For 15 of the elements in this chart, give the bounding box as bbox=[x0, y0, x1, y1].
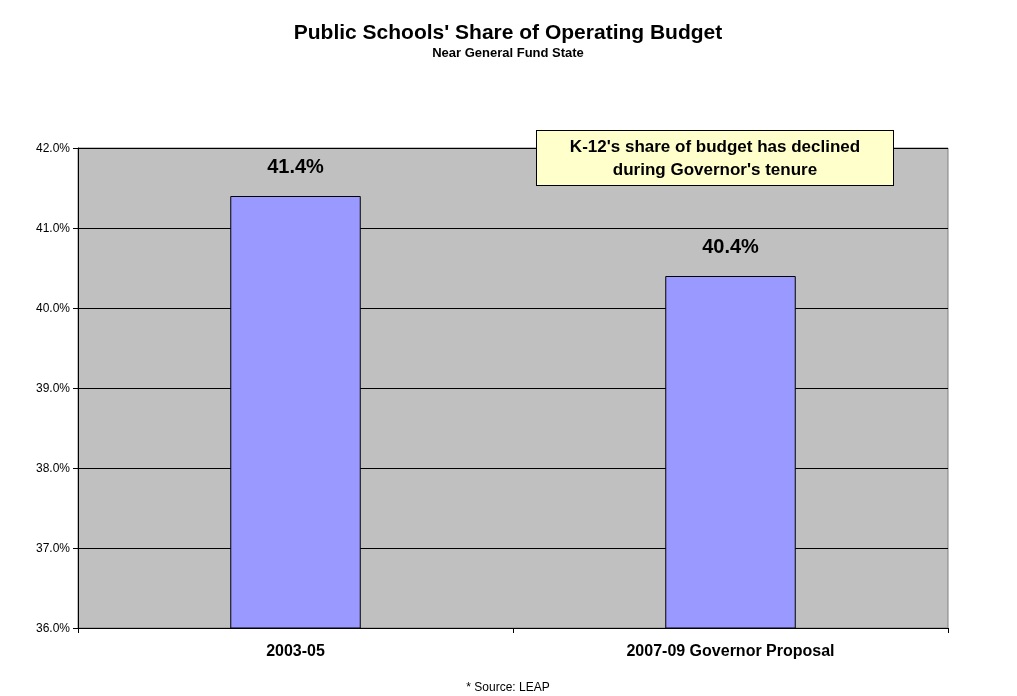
x-tick-label: 2007-09 Governor Proposal bbox=[626, 641, 835, 659]
chart-subtitle: Near General Fund State bbox=[432, 45, 584, 60]
y-tick-label: 42.0% bbox=[35, 141, 71, 155]
y-tick-label: 36.0% bbox=[35, 621, 71, 635]
y-tick-label: 41.0% bbox=[35, 221, 71, 235]
y-tick-label: 37.0% bbox=[35, 541, 71, 555]
data-label: 40.4% bbox=[702, 235, 760, 257]
data-label: 41.4% bbox=[267, 155, 325, 177]
y-tick-label: 38.0% bbox=[35, 461, 71, 475]
y-tick-label: 39.0% bbox=[35, 381, 71, 395]
note-box: K-12's share of budget has declined during Governor's tenure bbox=[536, 130, 894, 186]
x-tick-label: 2003-05 bbox=[266, 641, 325, 659]
text: * Source: LEAP bbox=[466, 680, 550, 694]
y-tick-label: 40.0% bbox=[35, 301, 71, 315]
chart-title: Public Schools' Share of Operating Budget bbox=[293, 20, 723, 43]
